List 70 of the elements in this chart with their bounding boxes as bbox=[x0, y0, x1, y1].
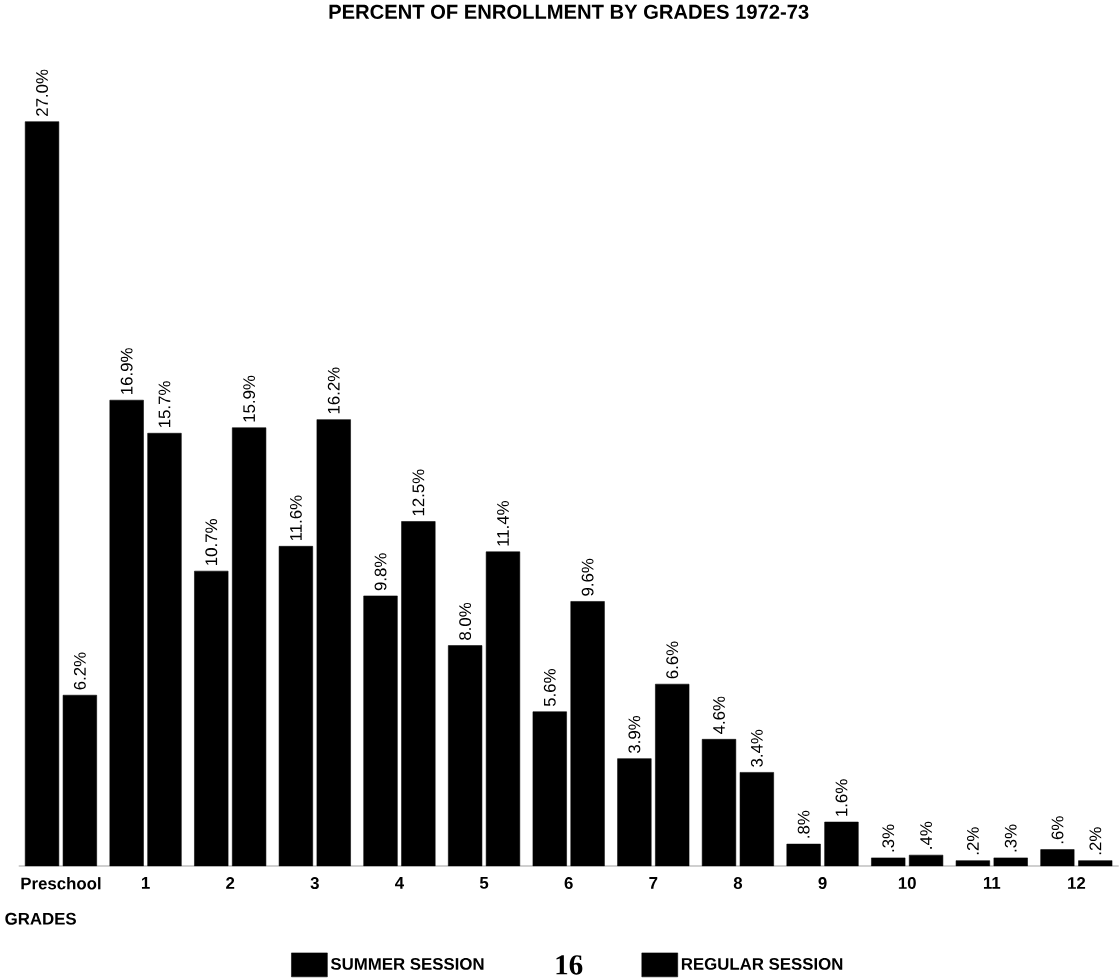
x-tick-label: 3 bbox=[310, 877, 319, 890]
bar bbox=[955, 860, 990, 867]
legend-label: SUMMER SESSION bbox=[330, 957, 484, 970]
x-tick-label: Preschool bbox=[21, 877, 101, 890]
data-label: 9.8% bbox=[374, 553, 387, 591]
bar bbox=[278, 546, 313, 867]
data-label: 15.7% bbox=[158, 381, 171, 428]
legend-label: REGULAR SESSION bbox=[681, 957, 843, 970]
bar bbox=[993, 857, 1028, 867]
data-label: 16.9% bbox=[120, 348, 133, 394]
bar bbox=[908, 854, 944, 867]
x-tick-label: 9 bbox=[818, 877, 827, 890]
bar bbox=[194, 570, 229, 867]
bar bbox=[1078, 860, 1113, 867]
bar bbox=[485, 551, 521, 867]
text: 16 bbox=[556, 955, 583, 975]
data-label: .3% bbox=[1004, 824, 1017, 852]
bar bbox=[147, 433, 182, 867]
data-label: 12.5% bbox=[412, 469, 425, 516]
data-label: 8.0% bbox=[459, 602, 472, 640]
bar bbox=[363, 595, 398, 867]
bar bbox=[109, 399, 144, 867]
bar bbox=[316, 419, 351, 867]
bar bbox=[786, 843, 821, 867]
data-label: .2% bbox=[966, 827, 979, 855]
data-label: 6.6% bbox=[666, 641, 679, 679]
x-tick-label: 11 bbox=[983, 877, 1001, 889]
data-label: .8% bbox=[797, 810, 810, 838]
data-label: 1.6% bbox=[835, 779, 848, 816]
data-label: .6% bbox=[1051, 816, 1064, 844]
bar bbox=[824, 821, 859, 867]
bar bbox=[739, 772, 774, 867]
data-label: 16.2% bbox=[327, 367, 340, 414]
bar bbox=[401, 521, 436, 867]
bar bbox=[448, 645, 483, 867]
bar bbox=[570, 601, 605, 867]
data-label: 4.6% bbox=[713, 696, 725, 735]
chart-title: PERCENT OF ENROLLMENT BY GRADES 1972-73 bbox=[329, 4, 809, 20]
x-tick-label: 5 bbox=[479, 877, 489, 889]
data-label: .4% bbox=[920, 821, 932, 849]
data-label: 3.9% bbox=[628, 715, 641, 754]
bar bbox=[701, 739, 737, 867]
data-label: 15.9% bbox=[243, 375, 256, 422]
data-label: .3% bbox=[882, 824, 895, 852]
bar bbox=[1040, 849, 1075, 867]
data-label: 5.6% bbox=[543, 669, 556, 707]
x-tick-label: 7 bbox=[649, 877, 658, 889]
bar bbox=[655, 683, 690, 867]
bar bbox=[232, 427, 267, 867]
data-label: 6.2% bbox=[73, 652, 86, 690]
x-tick-label: 4 bbox=[395, 877, 405, 889]
x-tick-label: 10 bbox=[898, 877, 916, 890]
data-label: 9.6% bbox=[581, 558, 594, 596]
data-label: 10.7% bbox=[205, 519, 218, 565]
x-tick-label: 6 bbox=[564, 877, 573, 890]
x-tick-label: 12 bbox=[1068, 877, 1086, 889]
data-label: .2% bbox=[1089, 827, 1102, 855]
data-label: 11.4% bbox=[497, 501, 509, 546]
bar bbox=[62, 694, 97, 867]
data-label: 27.0% bbox=[36, 69, 48, 116]
bar bbox=[532, 711, 567, 867]
x-tick-label: 1 bbox=[141, 877, 150, 889]
x-tick-label: 2 bbox=[226, 877, 235, 889]
x-axis-title: GRADES bbox=[5, 912, 76, 925]
bar bbox=[24, 121, 60, 867]
data-label: 3.4% bbox=[750, 729, 763, 767]
x-tick-label: 8 bbox=[733, 877, 743, 890]
bar bbox=[617, 758, 652, 867]
bar bbox=[871, 857, 906, 867]
data-label: 11.6% bbox=[289, 495, 302, 541]
